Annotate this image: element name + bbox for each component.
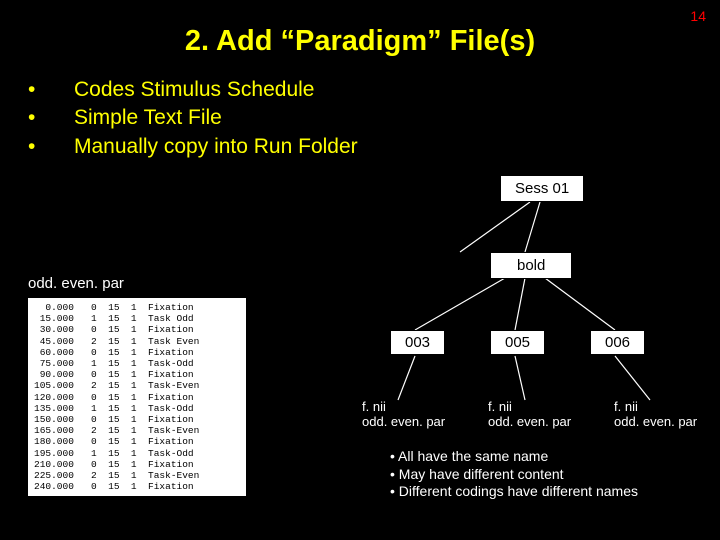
- note-item: May have different content: [390, 466, 638, 484]
- folder-tree-diagram: Sess 01 bold 003 005 006 f. nii odd. eve…: [330, 160, 710, 500]
- file-label: odd. even. par: [28, 275, 124, 292]
- tree-leaf: f. nii odd. even. par: [614, 400, 697, 430]
- tree-node-sess01: Sess 01: [500, 175, 584, 202]
- page-number: 14: [690, 8, 706, 24]
- tree-notes: All have the same name May have differen…: [390, 448, 638, 501]
- tree-node-bold: bold: [490, 252, 572, 279]
- leaf-line: odd. even. par: [362, 414, 445, 429]
- leaf-line: f. nii: [614, 399, 638, 414]
- note-item: All have the same name: [390, 448, 638, 466]
- tree-node-006: 006: [590, 330, 645, 355]
- main-bullets: Codes Stimulus Schedule Simple Text File…: [0, 76, 720, 161]
- tree-leaf: f. nii odd. even. par: [362, 400, 445, 430]
- bullet-item: Simple Text File: [22, 104, 720, 132]
- leaf-line: f. nii: [362, 399, 386, 414]
- note-item: Different codings have different names: [390, 483, 638, 501]
- leaf-line: odd. even. par: [488, 414, 571, 429]
- tree-node-005: 005: [490, 330, 545, 355]
- tree-node-003: 003: [390, 330, 445, 355]
- bullet-item: Manually copy into Run Folder: [22, 133, 720, 161]
- file-preview: 0.000 0 15 1 Fixation 15.000 1 15 1 Task…: [28, 298, 246, 496]
- leaf-line: f. nii: [488, 399, 512, 414]
- slide-title: 2. Add “Paradigm” File(s): [0, 0, 720, 76]
- leaf-line: odd. even. par: [614, 414, 697, 429]
- bullet-item: Codes Stimulus Schedule: [22, 76, 720, 104]
- tree-leaf: f. nii odd. even. par: [488, 400, 571, 430]
